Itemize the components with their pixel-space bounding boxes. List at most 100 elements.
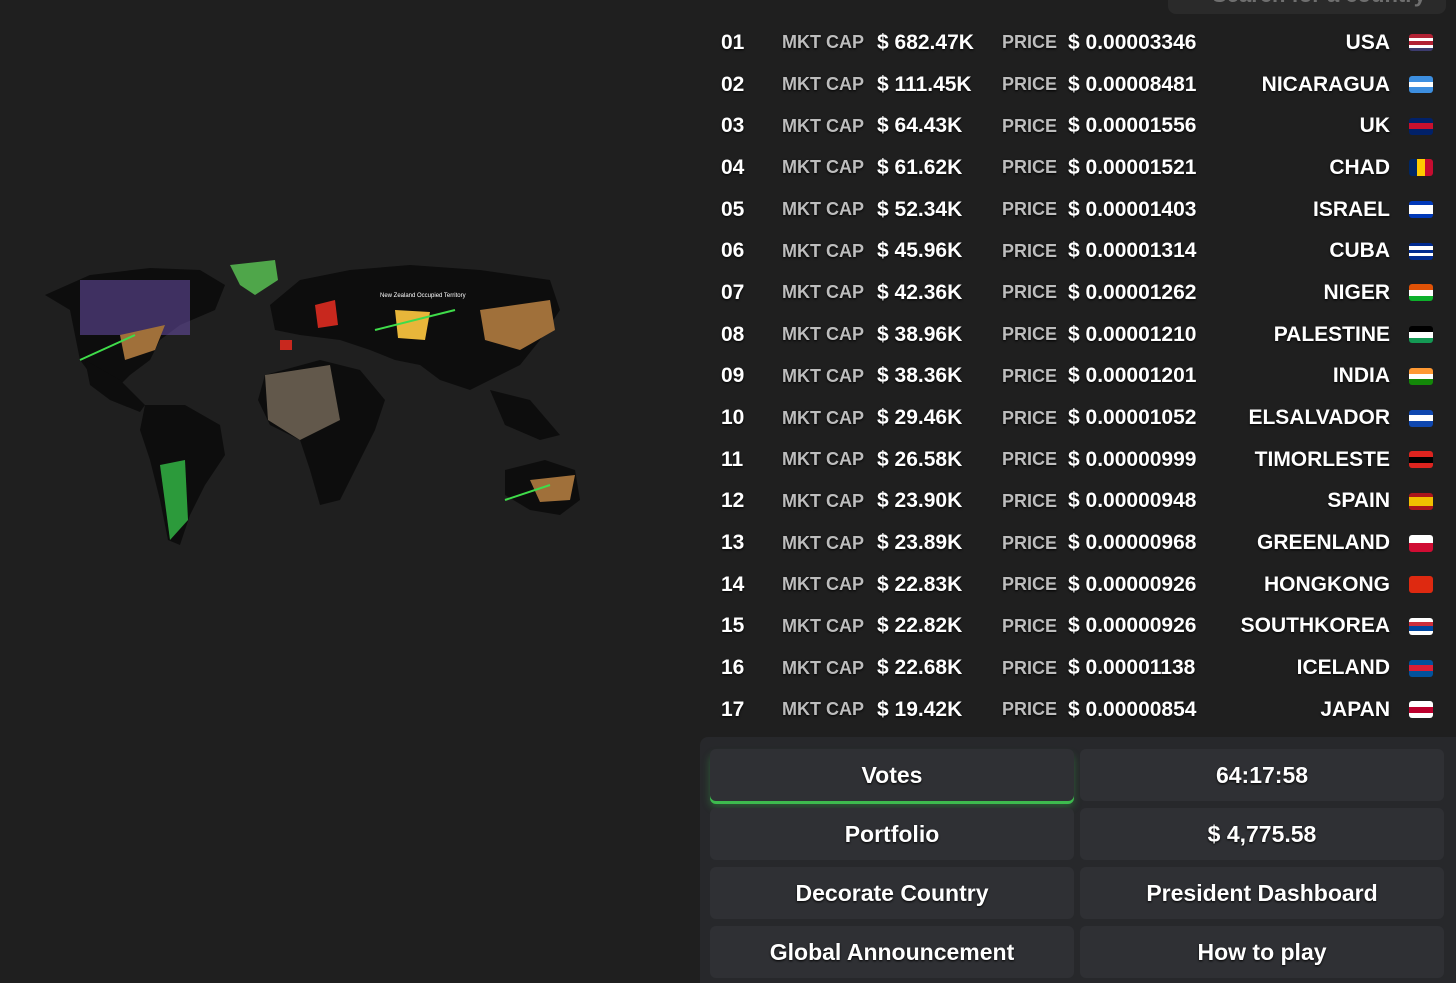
rank: 11	[721, 447, 744, 471]
price-label: PRICE	[1002, 574, 1058, 595]
rank: 05	[721, 197, 745, 221]
country-row[interactable]: 01 MKT CAP $ 682.47K PRICE $ 0.00003346 USA	[712, 22, 1447, 64]
country-name: NICARAGUA	[1261, 72, 1390, 96]
decorate-country-button[interactable]: Decorate Country	[710, 867, 1074, 919]
country-row[interactable]: 13 MKT CAP $ 23.89K PRICE $ 0.00000968 GREENL…	[712, 522, 1447, 564]
price-value: $ 0.00008481	[1068, 72, 1197, 96]
country-row[interactable]: 15 MKT CAP $ 22.82K PRICE $ 0.00000926 SOUTHK…	[712, 606, 1447, 648]
country-row[interactable]: 10 MKT CAP $ 29.46K PRICE $ 0.00001052 ELSALV…	[712, 397, 1447, 439]
price-value: $ 0.00001052	[1068, 406, 1197, 430]
mkt-cap-label: MKT CAP	[782, 365, 864, 386]
how-to-play-button[interactable]: How to play	[1080, 926, 1444, 978]
country-row[interactable]: 07 MKT CAP $ 42.36K PRICE $ 0.00001262 NIGER	[712, 272, 1447, 314]
price-label: PRICE	[1002, 240, 1058, 261]
price-value: $ 0.00001262	[1068, 280, 1197, 304]
southeast-asia[interactable]	[490, 390, 560, 440]
flag-icon	[1409, 159, 1433, 177]
country-name: INDIA	[1332, 364, 1390, 388]
country-row[interactable]: 02 MKT CAP $ 111.45K PRICE $ 0.00008481 NICAR…	[712, 64, 1447, 106]
central-america[interactable]	[85, 360, 145, 412]
price-value: $ 0.00000948	[1068, 489, 1197, 513]
flag-icon	[1409, 201, 1433, 219]
mkt-cap-value: $ 111.45K	[877, 72, 972, 96]
price-value: $ 0.00000999	[1068, 447, 1197, 471]
price-value: $ 0.00001201	[1068, 364, 1197, 388]
country-name: USA	[1345, 30, 1390, 54]
mkt-cap-value: $ 26.58K	[877, 447, 963, 471]
countdown-timer[interactable]: 64:17:58	[1080, 749, 1444, 801]
global-announcement-button[interactable]: Global Announcement	[710, 926, 1074, 978]
rank: 16	[721, 656, 745, 680]
country-name: ELSALVADOR	[1248, 406, 1390, 430]
price-value: $ 0.00000926	[1068, 572, 1197, 596]
mkt-cap-label: MKT CAP	[782, 490, 864, 511]
country-search[interactable]	[1168, 0, 1446, 14]
country-row[interactable]: 08 MKT CAP $ 38.96K PRICE $ 0.00001210 PALEST…	[712, 314, 1447, 356]
country-row[interactable]: 03 MKT CAP $ 64.43K PRICE $ 0.00001556 UK	[712, 105, 1447, 147]
country-row[interactable]: 16 MKT CAP $ 22.68K PRICE $ 0.00001138 ICELAN…	[712, 647, 1447, 689]
country-name: JAPAN	[1320, 697, 1390, 721]
rank: 04	[721, 155, 745, 179]
price-value: $ 0.00001210	[1068, 322, 1197, 346]
world-map[interactable]: New Zealand Occupied Territory	[0, 240, 660, 570]
flag-icon	[1409, 34, 1433, 52]
price-value: $ 0.00000854	[1068, 697, 1197, 721]
country-name: NIGER	[1323, 280, 1390, 304]
country-row[interactable]: 05 MKT CAP $ 52.34K PRICE $ 0.00001403 ISRAEL	[712, 189, 1447, 231]
mkt-cap-value: $ 38.96K	[877, 322, 963, 346]
flag-icon	[1409, 617, 1433, 635]
country-row[interactable]: 11 MKT CAP $ 26.58K PRICE $ 0.00000999 TIMORL…	[712, 439, 1447, 481]
mkt-cap-value: $ 22.83K	[877, 572, 963, 596]
price-value: $ 0.00001138	[1068, 656, 1196, 680]
votes-button[interactable]: Votes	[710, 749, 1074, 801]
rank: 01	[721, 30, 745, 54]
flag-icon	[1409, 409, 1433, 427]
country-name: ISRAEL	[1312, 197, 1390, 221]
country-name: GREENLAND	[1256, 531, 1390, 555]
country-row[interactable]: 14 MKT CAP $ 22.83K PRICE $ 0.00000926 HONGKO…	[712, 564, 1447, 606]
country-leaderboard: 01 MKT CAP $ 682.47K PRICE $ 0.00003346 USA 02…	[712, 22, 1447, 731]
mkt-cap-label: MKT CAP	[782, 115, 864, 136]
price-value: $ 0.00001314	[1068, 239, 1197, 263]
price-label: PRICE	[1002, 532, 1058, 553]
country-row[interactable]: 09 MKT CAP $ 38.36K PRICE $ 0.00001201 INDIA	[712, 356, 1447, 398]
flag-icon	[1409, 367, 1433, 385]
mkt-cap-value: $ 38.36K	[877, 364, 963, 388]
price-label: PRICE	[1002, 365, 1058, 386]
mkt-cap-value: $ 61.62K	[877, 155, 963, 179]
rank: 09	[721, 364, 745, 388]
price-label: PRICE	[1002, 449, 1058, 470]
mkt-cap-value: $ 19.42K	[877, 697, 963, 721]
price-value: $ 0.00001403	[1068, 197, 1197, 221]
country-row[interactable]: 12 MKT CAP $ 23.90K PRICE $ 0.00000948 SPAIN	[712, 481, 1447, 523]
country-row[interactable]: 04 MKT CAP $ 61.62K PRICE $ 0.00001521 CHAD	[712, 147, 1447, 189]
portfolio-value[interactable]: $ 4,775.58	[1080, 808, 1444, 860]
price-label: PRICE	[1002, 74, 1058, 95]
mkt-cap-label: MKT CAP	[782, 282, 864, 303]
search-input[interactable]	[1168, 0, 1446, 14]
flag-icon	[1409, 451, 1433, 469]
flag-icon	[1409, 492, 1433, 510]
mkt-cap-label: MKT CAP	[782, 532, 864, 553]
country-row[interactable]: 06 MKT CAP $ 45.96K PRICE $ 0.00001314 CUBA	[712, 230, 1447, 272]
greenland[interactable]	[230, 260, 278, 295]
mkt-cap-value: $ 52.34K	[877, 197, 963, 221]
price-label: PRICE	[1002, 115, 1058, 136]
price-label: PRICE	[1002, 657, 1058, 678]
country-name: HONGKONG	[1264, 572, 1390, 596]
flag-icon	[1409, 534, 1433, 552]
portfolio-button[interactable]: Portfolio	[710, 808, 1074, 860]
rank: 07	[721, 280, 745, 304]
mkt-cap-value: $ 42.36K	[877, 280, 963, 304]
flag-icon	[1409, 576, 1433, 594]
mkt-cap-label: MKT CAP	[782, 699, 864, 720]
price-label: PRICE	[1002, 32, 1058, 53]
mkt-cap-label: MKT CAP	[782, 157, 864, 178]
president-dashboard-button[interactable]: President Dashboard	[1080, 867, 1444, 919]
action-buttons: Votes 64:17:58 Portfolio $ 4,775.58 Decorate…	[710, 749, 1444, 978]
mkt-cap-value: $ 23.89K	[877, 531, 963, 555]
country-row[interactable]: 17 MKT CAP $ 19.42K PRICE $ 0.00000854 JAPAN	[712, 689, 1447, 731]
price-label: PRICE	[1002, 157, 1058, 178]
rank: 03	[721, 114, 745, 138]
price-value: $ 0.00000926	[1068, 614, 1197, 638]
